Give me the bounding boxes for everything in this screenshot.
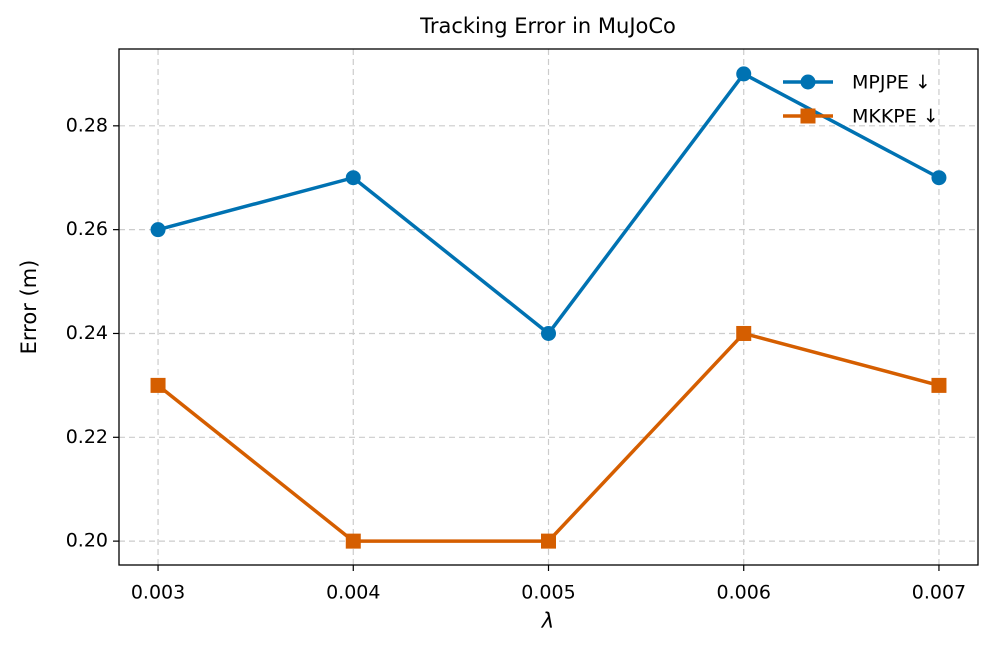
data-point [541,533,556,549]
x-axis-label: λ [541,609,554,633]
x-tick-label: 0.005 [521,582,575,604]
data-point [931,377,947,393]
x-tick-label: 0.007 [912,582,966,604]
y-axis-label: Error (m) [17,260,41,355]
data-point [931,170,947,186]
legend-marker [800,108,816,124]
x-tick-label: 0.004 [326,582,380,604]
data-point [345,533,361,549]
y-tick-label: 0.24 [66,322,108,344]
data-point [150,377,166,393]
y-tick-label: 0.28 [66,114,108,136]
data-point [345,170,361,186]
legend-label: MPJPE ↓ [852,72,931,94]
y-tick-label: 0.26 [66,218,108,240]
data-point [736,66,752,82]
legend-label: MKKPE ↓ [852,106,939,128]
x-tick-label: 0.006 [717,582,771,604]
data-point [736,325,752,341]
y-tick-label: 0.20 [66,530,108,552]
data-point [150,222,166,238]
y-tick-label: 0.22 [66,426,108,448]
chart-title: Tracking Error in MuJoCo [419,14,676,38]
legend-marker [800,74,816,90]
legend: MPJPE ↓ MKKPE ↓ [783,72,939,128]
data-point [541,325,556,341]
plot-frame [118,48,979,566]
x-tick-label: 0.003 [131,582,185,604]
